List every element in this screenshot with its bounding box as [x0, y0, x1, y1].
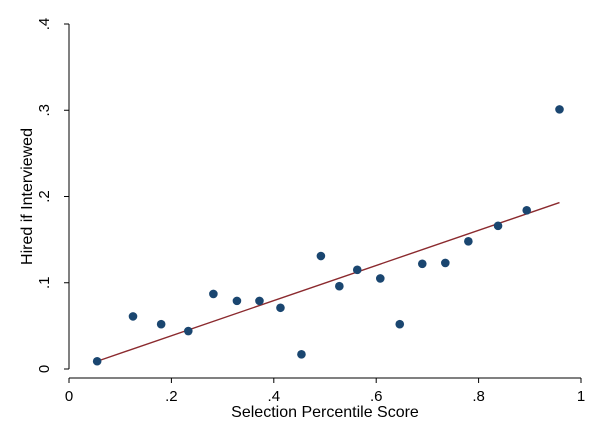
- data-point: [297, 350, 306, 359]
- fit-line: [96, 201, 560, 362]
- x-axis-title: Selection Percentile Score: [231, 404, 419, 421]
- axes: 0 .2 .4 .6 .8 1 0 .1 .2 .3 .4: [36, 18, 585, 405]
- data-point: [316, 251, 326, 261]
- data-point: [352, 265, 362, 275]
- y-tick-label: .4: [36, 18, 53, 31]
- y-tick-label: 0: [36, 365, 53, 373]
- data-point: [156, 319, 166, 329]
- data-point: [395, 319, 405, 329]
- data-point: [232, 296, 242, 306]
- data-point: [417, 259, 427, 269]
- data-point: [522, 206, 532, 215]
- data-point: [493, 221, 503, 231]
- data-point: [183, 326, 193, 336]
- x-tick-label: 1: [577, 388, 585, 405]
- data-point: [276, 303, 285, 313]
- fit-line-group: [96, 201, 560, 362]
- y-tick-label: .3: [36, 104, 53, 117]
- y-axis-title: Hired if Interviewed: [19, 128, 36, 265]
- data-point: [375, 274, 385, 283]
- data-point: [555, 105, 564, 114]
- data-point: [441, 258, 450, 268]
- x-tick-label: 0: [65, 388, 73, 405]
- x-tick-label: .6: [370, 388, 383, 405]
- y-tick-label: .2: [36, 190, 53, 203]
- data-point: [128, 312, 138, 321]
- data-point: [464, 237, 473, 246]
- points-group: [92, 105, 564, 366]
- data-point: [335, 281, 344, 291]
- x-tick-label: .8: [472, 388, 485, 405]
- x-tick-label: .2: [165, 388, 178, 405]
- y-tick-label: .1: [36, 276, 53, 289]
- data-point: [209, 289, 218, 299]
- data-point: [92, 356, 102, 366]
- x-tick-label: .4: [268, 388, 281, 405]
- data-point: [255, 296, 264, 306]
